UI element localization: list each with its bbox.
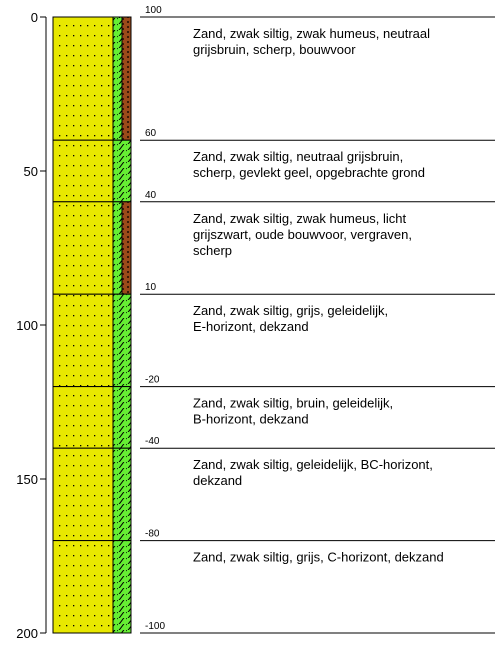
layer-description: E-horizont, dekzand: [193, 319, 309, 334]
humus-strip: [122, 17, 131, 140]
layer-description: Zand, zwak siltig, grijs, geleidelijk,: [193, 303, 388, 318]
silt-strip: [113, 387, 131, 449]
tick-label: 50: [24, 164, 38, 179]
silt-strip: [113, 17, 122, 140]
level-label: -80: [145, 529, 160, 540]
layer-description: Zand, zwak siltig, geleidelijk, BC-horiz…: [193, 457, 433, 472]
layer-description: grijsbruin, scherp, bouwvoor: [193, 42, 356, 57]
layer-description: scherp: [193, 243, 232, 258]
sand-layer: [53, 387, 113, 449]
tick-label: 200: [16, 626, 38, 641]
sand-layer: [53, 140, 113, 202]
humus-strip: [122, 202, 131, 294]
layer-description: dekzand: [193, 473, 242, 488]
sand-layer: [53, 448, 113, 540]
level-label: 60: [145, 128, 157, 139]
layer-description: Zand, zwak siltig, neutraal grijsbruin,: [193, 149, 403, 164]
layer-description: grijszwart, oude bouwvoor, vergraven,: [193, 227, 412, 242]
layer-description: Zand, zwak siltig, zwak humeus, neutraal: [193, 26, 430, 41]
layer-description: B-horizont, dekzand: [193, 412, 309, 427]
layer-description: Zand, zwak siltig, bruin, geleidelijk,: [193, 396, 393, 411]
borehole-log: 0 50 100 150 200 Zand, zwak siltig, zwak hume…: [0, 0, 504, 645]
tick-label: 0: [31, 10, 38, 25]
level-label: -40: [145, 436, 160, 447]
layer-description: Zand, zwak siltig, grijs, C-horizont, de…: [193, 550, 444, 565]
level-label: -20: [145, 375, 160, 386]
sand-layer: [53, 541, 113, 633]
level-label: 100: [145, 5, 162, 16]
tick-label: 150: [16, 472, 38, 487]
layer-description: Zand, zwak siltig, zwak humeus, licht: [193, 211, 407, 226]
layer-description: scherp, gevlekt geel, opgebrachte grond: [193, 165, 425, 180]
level-label: -100: [145, 621, 165, 632]
silt-strip: [113, 202, 122, 294]
silt-strip: [113, 294, 131, 386]
sand-layer: [53, 17, 113, 140]
sand-layer: [53, 294, 113, 386]
silt-strip: [113, 448, 131, 540]
level-label: 40: [145, 190, 157, 201]
silt-strip: [113, 541, 131, 633]
level-label: 10: [145, 282, 157, 293]
silt-strip: [113, 140, 131, 202]
tick-label: 100: [16, 318, 38, 333]
sand-layer: [53, 202, 113, 294]
